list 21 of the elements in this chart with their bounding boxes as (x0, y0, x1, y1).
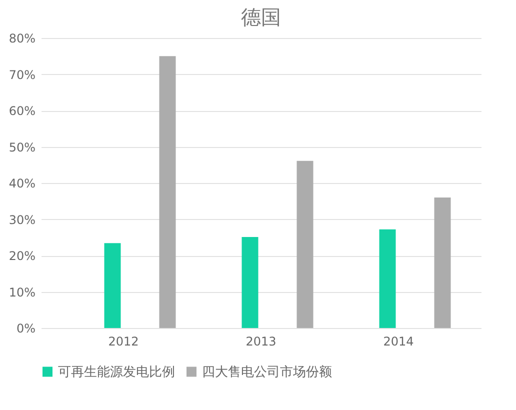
y-tick-label: 50% (8, 140, 36, 154)
y-tick-label: 0% (16, 322, 36, 336)
bar (434, 198, 451, 328)
bar (242, 237, 258, 328)
x-tick-label: 2012 (108, 334, 139, 348)
bar (379, 229, 396, 328)
legend-label: 四大售电公司市场份额 (202, 364, 332, 380)
y-tick-label: 10% (8, 285, 36, 300)
y-tick-label: 60% (8, 104, 36, 118)
bar (159, 56, 176, 328)
y-tick-label: 30% (8, 212, 36, 227)
y-tick-label: 70% (8, 68, 36, 82)
bar (296, 160, 314, 328)
y-tick-label: 80% (8, 32, 36, 46)
y-tick-label: 20% (8, 249, 36, 263)
x-tick-label: 2013 (246, 334, 276, 348)
y-tick-label: 40% (8, 176, 36, 190)
chart-title: 德国 (241, 5, 281, 29)
x-tick-label: 2014 (383, 334, 414, 348)
legend-label: 可再生能源发电比例 (58, 364, 175, 380)
bar (104, 243, 121, 328)
